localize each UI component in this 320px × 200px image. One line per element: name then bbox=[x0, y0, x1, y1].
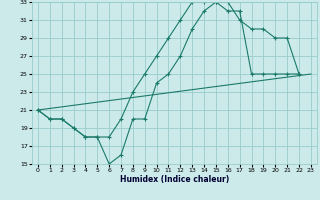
X-axis label: Humidex (Indice chaleur): Humidex (Indice chaleur) bbox=[120, 175, 229, 184]
